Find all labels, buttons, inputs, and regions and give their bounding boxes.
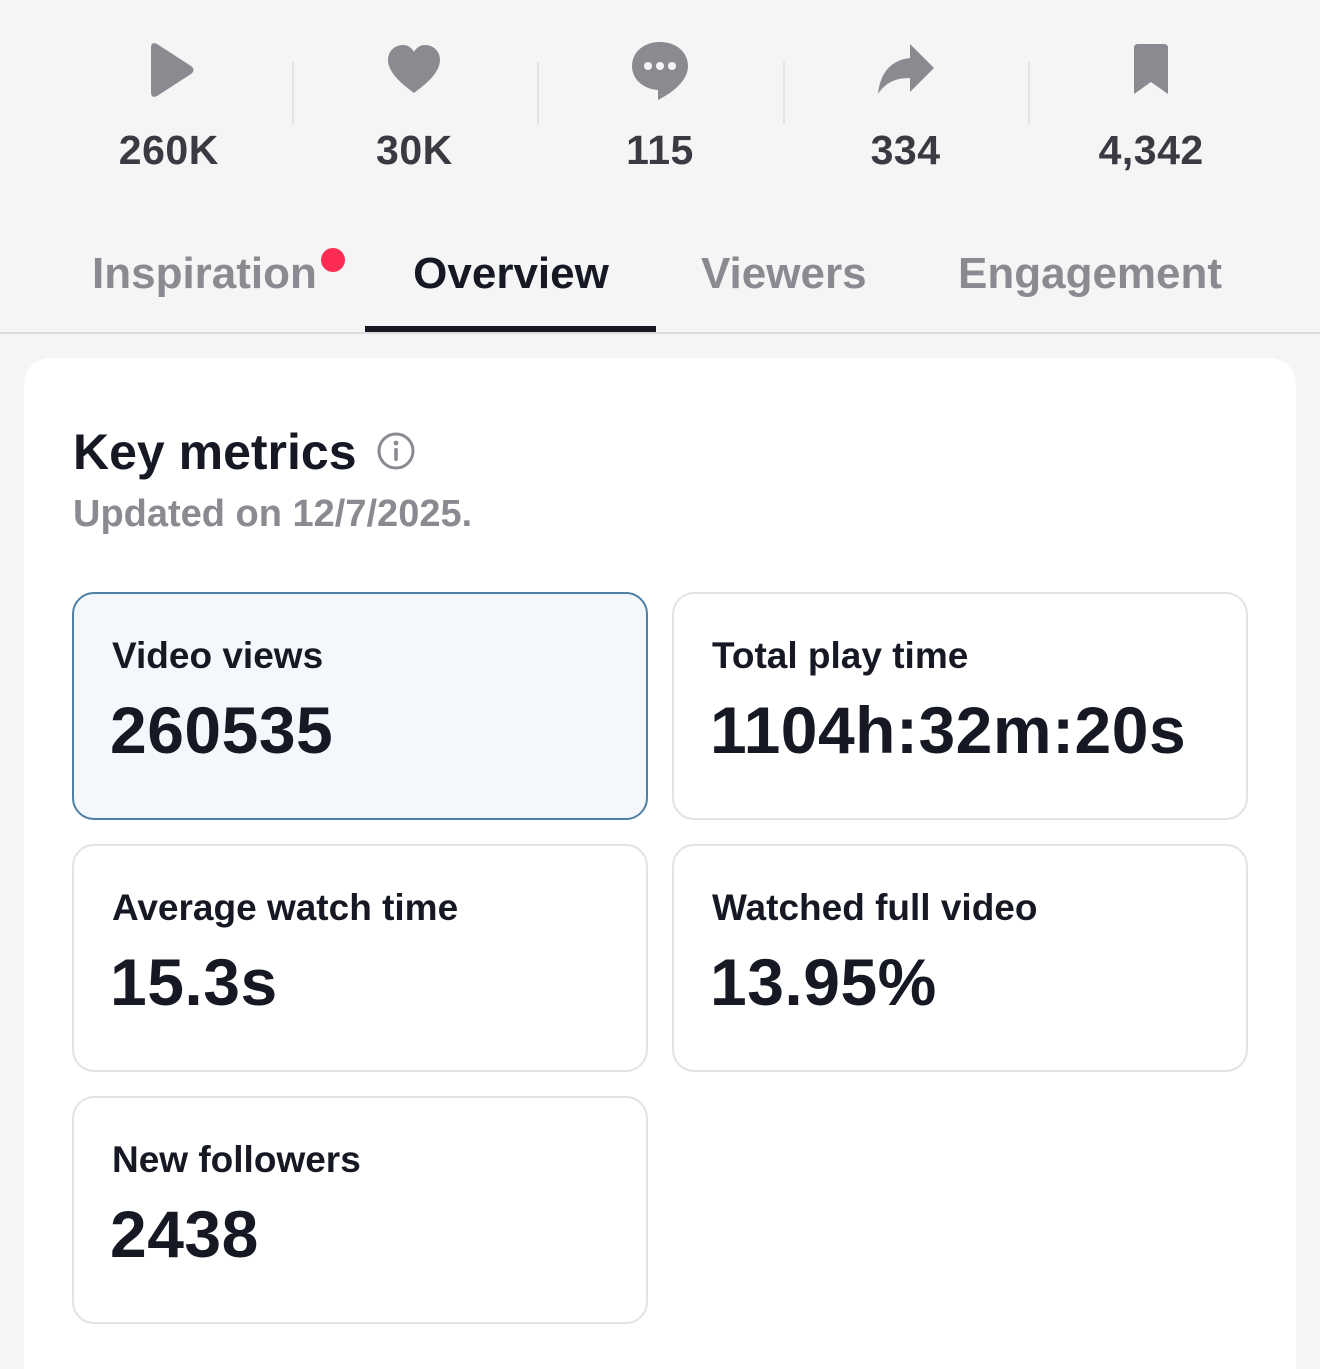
metric-watched-full-video[interactable]: Watched full video 13.95% <box>672 844 1248 1072</box>
metric-label: Watched full video <box>712 887 1038 928</box>
metric-value: 260535 <box>110 693 334 767</box>
analytics-tabs: Inspiration Overview Viewers Engagement <box>0 232 1320 334</box>
metric-value: 13.95% <box>710 945 937 1019</box>
updated-date: Updated on 12/7/2025. <box>73 493 473 535</box>
active-tab-indicator <box>365 326 656 332</box>
metric-average-watch-time[interactable]: Average watch time 15.3s <box>72 844 648 1072</box>
metric-total-play-time[interactable]: Total play time 1104h:32m:20s <box>672 592 1248 820</box>
tab-overview[interactable]: Overview <box>413 249 609 298</box>
metric-label: Total play time <box>712 635 969 676</box>
comment-icon <box>628 38 692 102</box>
heart-icon <box>382 38 446 102</box>
metric-value: 15.3s <box>110 945 278 1019</box>
metric-new-followers[interactable]: New followers 2438 <box>72 1096 648 1324</box>
share-icon <box>874 38 938 102</box>
info-icon[interactable] <box>376 431 416 471</box>
tab-engagement[interactable]: Engagement <box>958 249 1223 298</box>
stat-comments: 115 <box>537 36 783 186</box>
stat-likes: 30K <box>291 36 538 186</box>
stat-shares: 334 <box>782 36 1029 186</box>
video-stats-row: 260K 30K 115 334 <box>46 36 1274 186</box>
metric-label: Average watch time <box>112 887 459 928</box>
metric-label: New followers <box>112 1139 361 1180</box>
key-metrics-card: Key metrics Updated on 12/7/2025. Video … <box>24 358 1296 1369</box>
stat-saves-value: 4,342 <box>1098 127 1204 173</box>
metric-value: 2438 <box>110 1197 259 1271</box>
stat-shares-value: 334 <box>870 127 941 173</box>
metric-value: 1104h:32m:20s <box>710 693 1187 767</box>
tab-inspiration[interactable]: Inspiration <box>92 249 317 298</box>
stat-likes-value: 30K <box>376 127 453 173</box>
stat-views: 260K <box>46 36 292 186</box>
stat-views-value: 260K <box>118 127 219 173</box>
stat-saves: 4,342 <box>1028 36 1274 186</box>
stat-comments-value: 115 <box>626 127 694 173</box>
key-metrics-title: Key metrics <box>73 424 357 480</box>
tab-viewers[interactable]: Viewers <box>701 249 867 298</box>
bookmark-icon <box>1119 38 1183 102</box>
play-icon <box>137 38 201 102</box>
notification-dot <box>321 248 345 272</box>
metric-video-views[interactable]: Video views 260535 <box>72 592 648 820</box>
metric-label: Video views <box>112 635 324 676</box>
